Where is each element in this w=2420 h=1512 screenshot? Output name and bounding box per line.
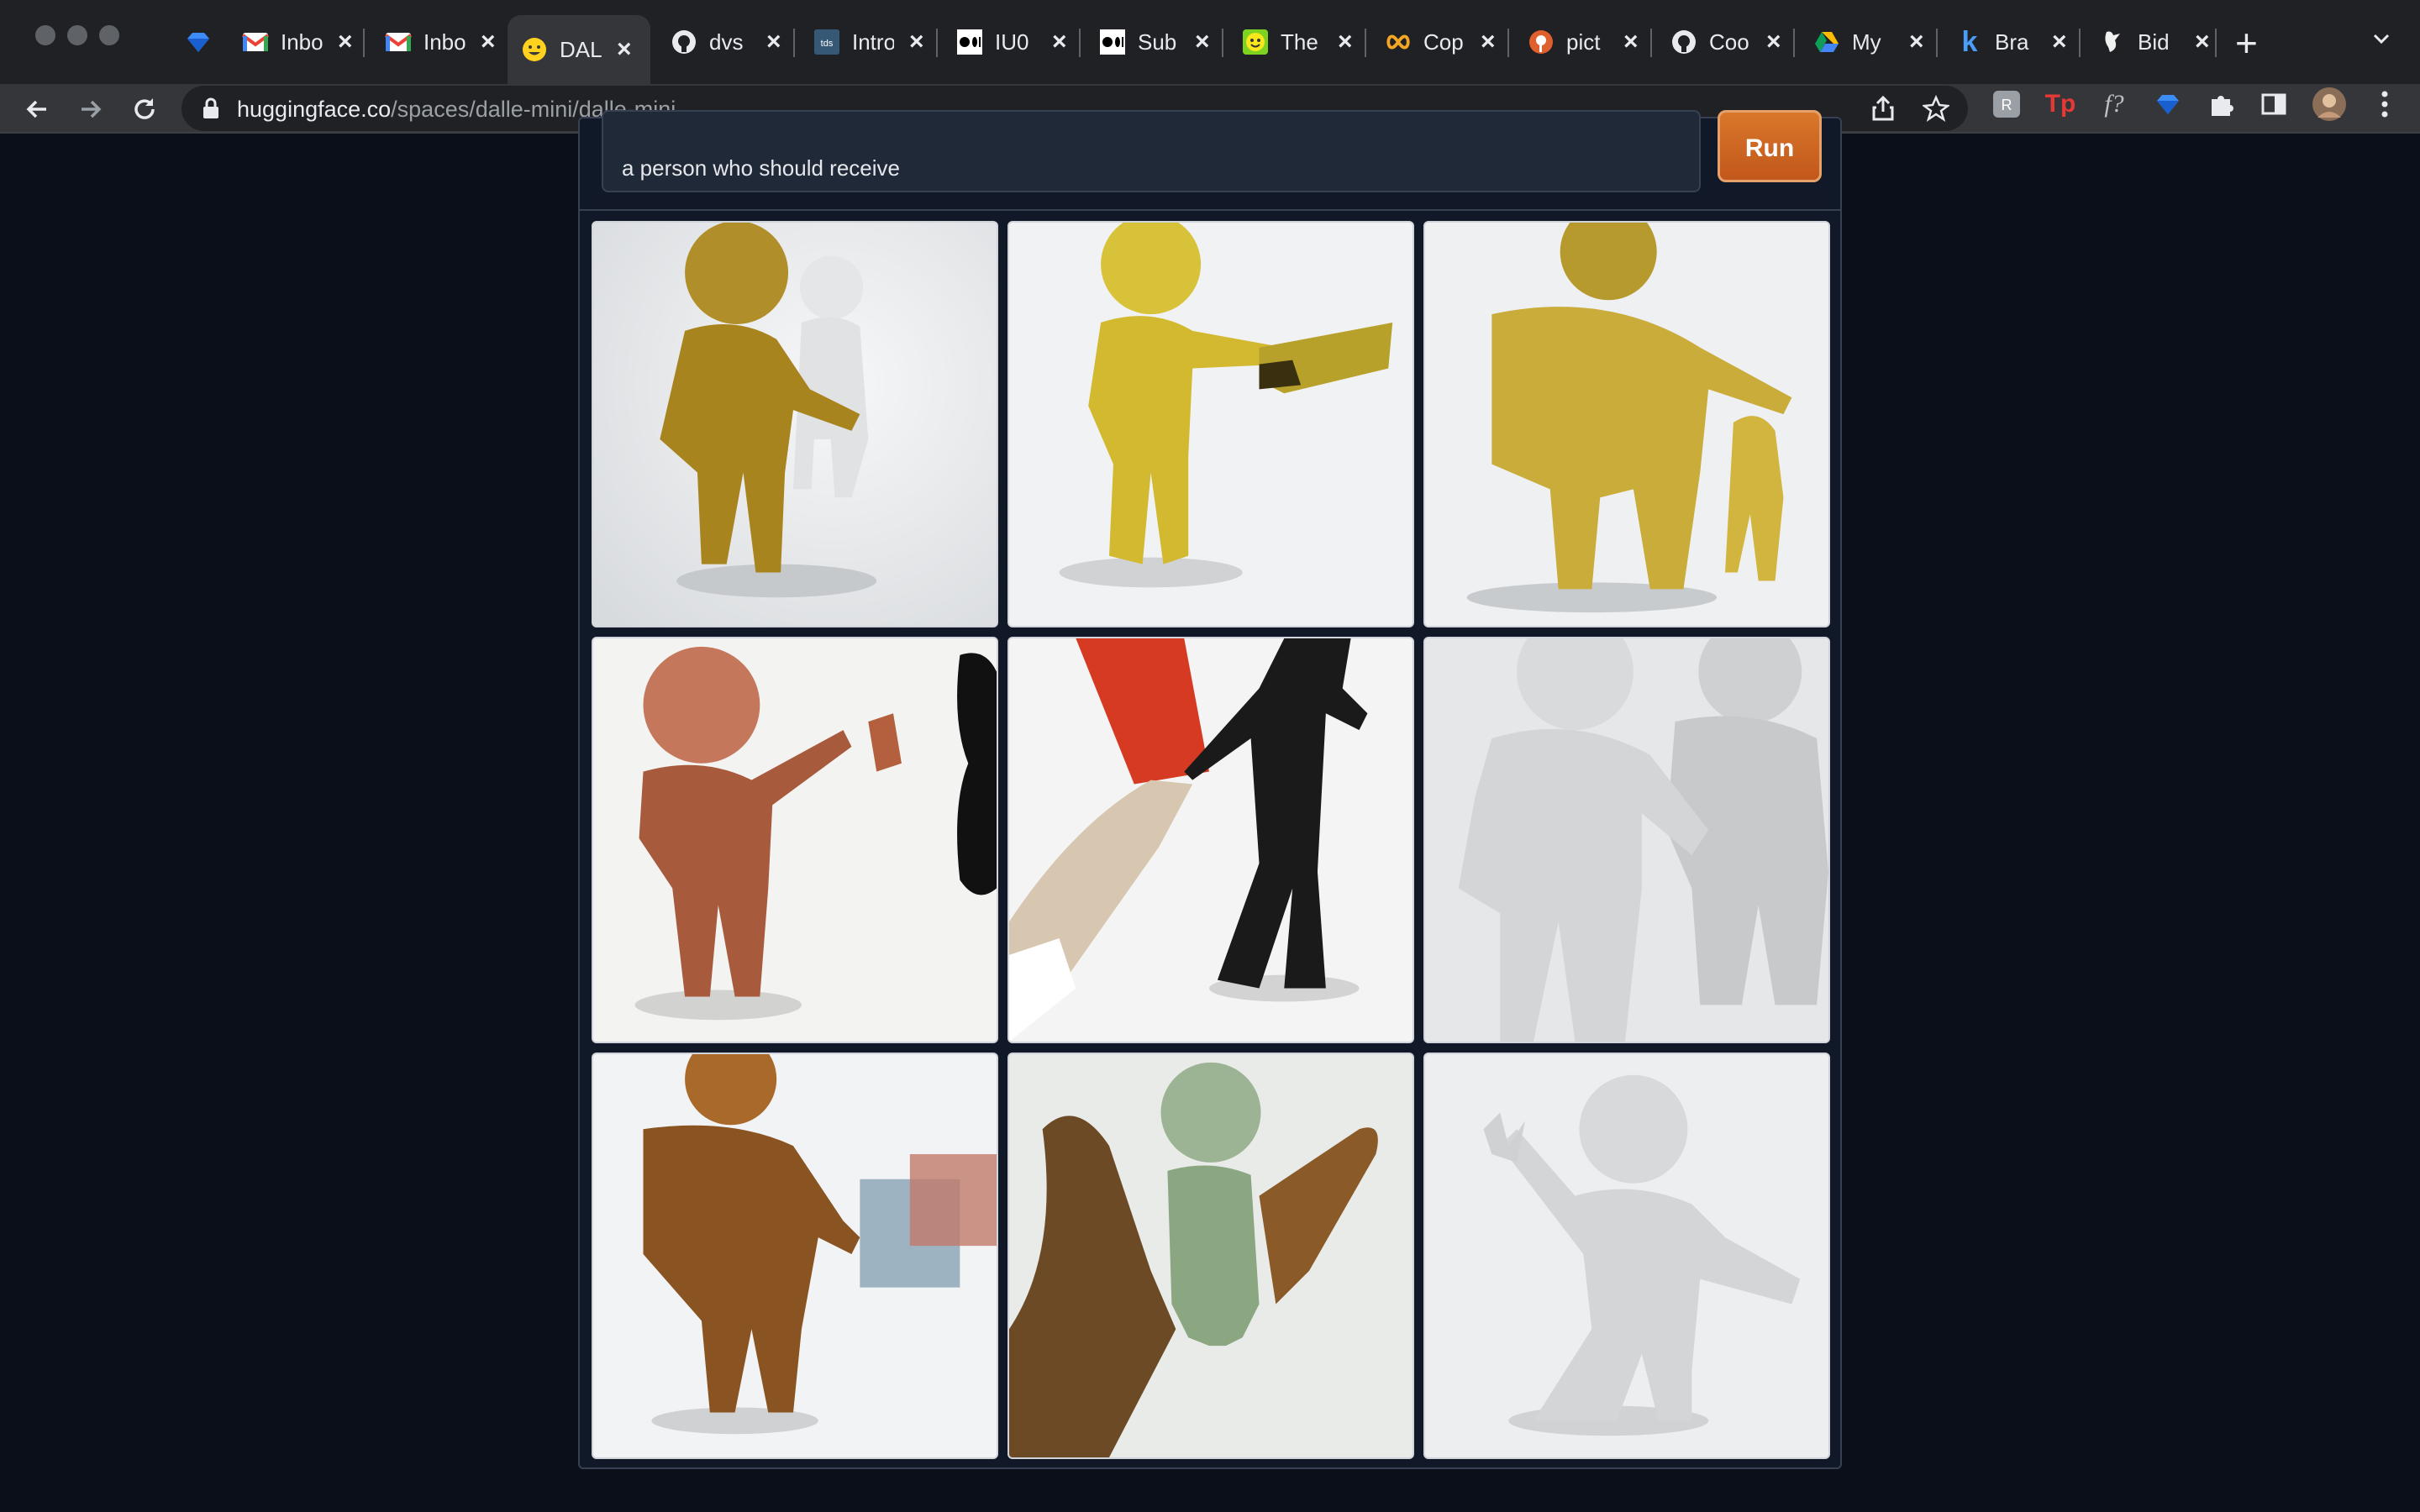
tab-6-label: IU0 bbox=[995, 29, 1029, 55]
tab-13[interactable]: k Bra × bbox=[1943, 13, 2081, 71]
new-tab-button[interactable]: + bbox=[2235, 21, 2258, 65]
gmail-icon bbox=[385, 29, 412, 55]
svg-text:R: R bbox=[2002, 97, 2012, 113]
side-panel-icon[interactable] bbox=[2257, 87, 2291, 121]
smiley-icon bbox=[1242, 29, 1269, 55]
tab-4-label: dvs bbox=[709, 29, 744, 55]
browser-tab-bar: Inbox × Inbox × DALL × dvs × tds Intro × bbox=[0, 0, 2420, 84]
tab-13-label: Bra bbox=[1995, 29, 2029, 55]
infinity-icon bbox=[1385, 29, 1412, 55]
tab-0[interactable] bbox=[171, 13, 225, 71]
tds-icon: tds bbox=[813, 29, 840, 55]
tab-8[interactable]: The × bbox=[1228, 13, 1366, 71]
bird-icon bbox=[2099, 29, 2126, 55]
tab-12[interactable]: My × bbox=[1800, 13, 1938, 71]
puzzle-icon[interactable] bbox=[2205, 87, 2238, 121]
prompt-input[interactable] bbox=[602, 110, 1701, 192]
window-minimize-button[interactable] bbox=[67, 25, 87, 45]
gmail-icon bbox=[242, 29, 269, 55]
tab-3-active[interactable]: DALL × bbox=[508, 15, 650, 84]
forward-button[interactable] bbox=[74, 92, 108, 126]
tab-11-label: Coo bbox=[1709, 29, 1749, 55]
gallery-image-terracotta-figure-waving[interactable] bbox=[592, 637, 998, 1043]
tab-14[interactable]: Bid × bbox=[2086, 13, 2223, 71]
dalle-mini-panel: Run bbox=[578, 110, 1842, 1469]
tab-5-label: Intro bbox=[852, 29, 894, 55]
chevron-down-icon bbox=[2373, 34, 2390, 45]
menu-kebab-icon[interactable] bbox=[2368, 87, 2402, 121]
extension-formula-icon[interactable]: f? bbox=[2104, 90, 2124, 118]
gallery-image-yellow-figure-handing-paper[interactable] bbox=[1007, 221, 1414, 627]
share-icon[interactable] bbox=[1870, 95, 1896, 122]
gallery-image-hand-giving-red-card-to-black-figure[interactable] bbox=[1007, 637, 1414, 1043]
github-icon bbox=[1670, 29, 1697, 55]
medium-icon bbox=[1099, 29, 1126, 55]
reload-icon bbox=[134, 98, 155, 119]
tab-9[interactable]: Cop × bbox=[1371, 13, 1509, 71]
tab-6[interactable]: IU0 × bbox=[943, 13, 1081, 71]
tab-2[interactable]: Inbox × bbox=[371, 13, 509, 71]
prompt-row: Run bbox=[580, 110, 1840, 211]
tab-7[interactable]: Sub × bbox=[1086, 13, 1223, 71]
extension-reader-icon[interactable]: R bbox=[1990, 87, 2023, 121]
run-button[interactable]: Run bbox=[1718, 110, 1822, 182]
github-icon bbox=[671, 29, 697, 55]
gallery-image-gold-figure-with-small-figure[interactable] bbox=[1423, 221, 1830, 627]
lock-icon bbox=[203, 97, 218, 118]
tab-7-label: Sub bbox=[1138, 29, 1177, 55]
close-icon[interactable]: × bbox=[1909, 28, 1924, 55]
page-content: Run bbox=[0, 110, 2420, 1512]
tab-9-label: Cop bbox=[1423, 29, 1464, 55]
gallery-image-brown-figure-holding-box[interactable] bbox=[592, 1053, 998, 1459]
tab-8-label: The bbox=[1281, 29, 1318, 55]
window-close-button[interactable] bbox=[35, 25, 55, 45]
gallery-image-gold-figure-with-white-figure[interactable] bbox=[592, 221, 998, 627]
close-icon[interactable]: × bbox=[2052, 28, 2067, 55]
medium-icon bbox=[956, 29, 983, 55]
tab-1[interactable]: Inbox × bbox=[229, 13, 366, 71]
extension-gem-icon[interactable] bbox=[2151, 87, 2185, 121]
close-icon[interactable]: × bbox=[766, 28, 781, 55]
tab-14-label: Bid bbox=[2138, 29, 2170, 55]
close-icon[interactable]: × bbox=[617, 35, 632, 63]
gallery-image-green-figure-between-hands[interactable] bbox=[1007, 1053, 1414, 1459]
arrow-right-icon bbox=[82, 100, 102, 118]
close-icon[interactable]: × bbox=[1052, 28, 1067, 55]
tab-2-label: Inbox bbox=[424, 29, 466, 55]
window-maximize-button[interactable] bbox=[99, 25, 119, 45]
tab-search-button[interactable] bbox=[2370, 27, 2393, 55]
close-icon[interactable]: × bbox=[481, 28, 496, 55]
pinterest-icon bbox=[1528, 29, 1555, 55]
close-icon[interactable]: × bbox=[909, 28, 924, 55]
close-icon[interactable]: × bbox=[338, 28, 353, 55]
extension-tp-icon[interactable]: Tp bbox=[2044, 90, 2076, 118]
tab-3-label: DALL bbox=[560, 36, 602, 62]
close-icon[interactable]: × bbox=[2195, 28, 2210, 55]
svg-text:tds: tds bbox=[821, 39, 834, 49]
drive-icon bbox=[1813, 29, 1840, 55]
tab-10[interactable]: pict × bbox=[1514, 13, 1652, 71]
tab-12-label: My bbox=[1852, 29, 1881, 55]
close-icon[interactable]: × bbox=[1766, 28, 1781, 55]
tab-4[interactable]: dvs × bbox=[657, 13, 795, 71]
profile-avatar[interactable] bbox=[2312, 87, 2346, 121]
gallery-image-two-white-figures[interactable] bbox=[1423, 637, 1830, 1043]
tab-5[interactable]: tds Intro × bbox=[800, 13, 938, 71]
close-icon[interactable]: × bbox=[1623, 28, 1639, 55]
tab-1-label: Inbox bbox=[281, 29, 323, 55]
tab-10-label: pict bbox=[1566, 29, 1601, 55]
arrow-left-icon bbox=[26, 100, 46, 118]
back-button[interactable] bbox=[20, 92, 54, 126]
huggingface-icon bbox=[521, 36, 548, 63]
image-gallery bbox=[592, 221, 1830, 1461]
gem-icon bbox=[185, 29, 212, 55]
tab-11[interactable]: Coo × bbox=[1657, 13, 1795, 71]
close-icon[interactable]: × bbox=[1481, 28, 1496, 55]
reload-button[interactable] bbox=[128, 92, 161, 126]
star-icon[interactable] bbox=[1923, 95, 1949, 122]
k-icon: k bbox=[1961, 25, 1978, 58]
close-icon[interactable]: × bbox=[1338, 28, 1353, 55]
close-icon[interactable]: × bbox=[1195, 28, 1210, 55]
gallery-image-white-figure-waving[interactable] bbox=[1423, 1053, 1830, 1459]
